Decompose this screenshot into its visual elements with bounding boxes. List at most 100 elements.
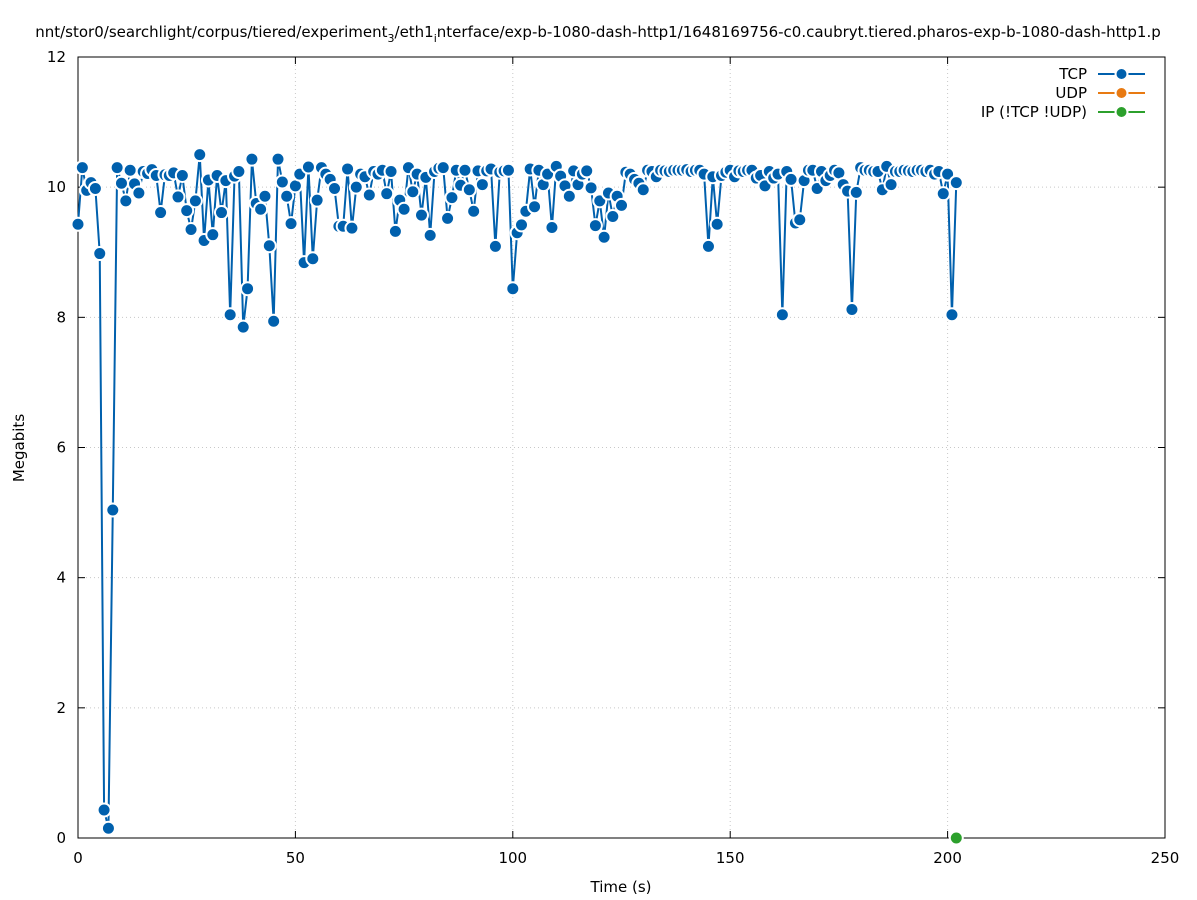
x-tick-label: 150 (716, 849, 745, 867)
data-point (587, 218, 603, 234)
data-point (109, 160, 125, 176)
data-point (605, 208, 621, 224)
data-point (844, 302, 860, 318)
data-point (183, 221, 199, 237)
series-layer (70, 147, 964, 846)
data-point (700, 238, 716, 254)
data-point (544, 220, 560, 236)
data-point (305, 251, 321, 267)
x-axis-label: Time (s) (590, 878, 652, 896)
y-tick-label: 6 (56, 439, 66, 457)
data-point (944, 307, 960, 323)
data-point (527, 199, 543, 215)
series-0 (70, 147, 964, 836)
data-point (213, 205, 229, 221)
x-tick-label: 250 (1151, 849, 1180, 867)
data-point (187, 193, 203, 209)
title-subscript: 3 (388, 32, 395, 45)
data-point (222, 307, 238, 323)
data-point (500, 162, 516, 178)
data-point (513, 217, 529, 233)
data-point (274, 174, 290, 190)
data-point (792, 212, 808, 228)
legend-label: TCP (1058, 65, 1087, 83)
data-point (179, 203, 195, 219)
data-point (131, 185, 147, 201)
data-point (361, 187, 377, 203)
data-point (948, 830, 964, 846)
series-line (77, 153, 958, 830)
data-point (935, 186, 951, 202)
data-point (300, 159, 316, 175)
data-point (405, 184, 421, 200)
data-point (340, 161, 356, 177)
data-point (413, 207, 429, 223)
axis-ticks: 0 50 100 150 200 250 0 2 4 6 8 10 12 (47, 48, 1179, 867)
y-tick-label: 8 (56, 308, 66, 326)
x-tick-label: 100 (498, 849, 527, 867)
data-point (205, 227, 221, 243)
y-tick-label: 4 (56, 569, 66, 587)
data-point (348, 179, 364, 195)
data-point (379, 186, 395, 202)
data-point (74, 160, 90, 176)
data-point (279, 188, 295, 204)
data-point (231, 164, 247, 180)
data-point (174, 167, 190, 183)
data-point (487, 238, 503, 254)
y-tick-label: 12 (47, 48, 66, 66)
data-point (457, 162, 473, 178)
y-tick-label: 2 (56, 699, 66, 717)
data-point (422, 227, 438, 243)
title-subscript: i (434, 32, 437, 45)
data-point (92, 246, 108, 262)
data-point (435, 160, 451, 176)
data-point (253, 201, 269, 217)
data-point (309, 192, 325, 208)
data-point (596, 229, 612, 245)
data-point (235, 319, 251, 335)
data-point (505, 281, 521, 297)
data-point (848, 184, 864, 200)
legend-marker (1114, 67, 1129, 81)
data-point (100, 820, 116, 836)
data-point (561, 188, 577, 204)
legend-label: UDP (1055, 84, 1087, 102)
data-point (170, 189, 186, 205)
data-point (461, 182, 477, 198)
data-point (192, 147, 208, 163)
data-point (257, 188, 273, 204)
data-point (240, 281, 256, 297)
data-point (261, 238, 277, 254)
legend-marker (1114, 105, 1129, 119)
data-point (948, 175, 964, 191)
data-point (783, 171, 799, 187)
data-point (87, 180, 103, 196)
data-point (614, 197, 629, 213)
legend-marker (1114, 86, 1129, 100)
data-point (709, 216, 725, 232)
data-point (444, 190, 460, 206)
data-point (440, 210, 456, 226)
y-axis-label: Megabits (10, 414, 28, 482)
data-point (153, 205, 169, 221)
x-tick-label: 50 (286, 849, 305, 867)
data-point (383, 164, 399, 180)
data-point (105, 502, 121, 518)
data-point (583, 180, 599, 196)
title-part: /eth1 (395, 23, 434, 41)
x-tick-label: 0 (73, 849, 83, 867)
data-point (396, 201, 412, 217)
data-point (70, 216, 86, 232)
data-point (266, 313, 282, 329)
data-point (122, 162, 138, 178)
data-point (327, 180, 343, 196)
data-point (387, 223, 403, 239)
title-part: nnt/stor0/searchlight/corpus/tiered/expe… (35, 23, 387, 41)
data-point (118, 193, 134, 209)
data-point (940, 166, 956, 182)
data-point (96, 802, 112, 818)
title-part: nterface/exp-b-1080-dash-http1/164816975… (437, 23, 1161, 41)
data-point (344, 220, 360, 236)
